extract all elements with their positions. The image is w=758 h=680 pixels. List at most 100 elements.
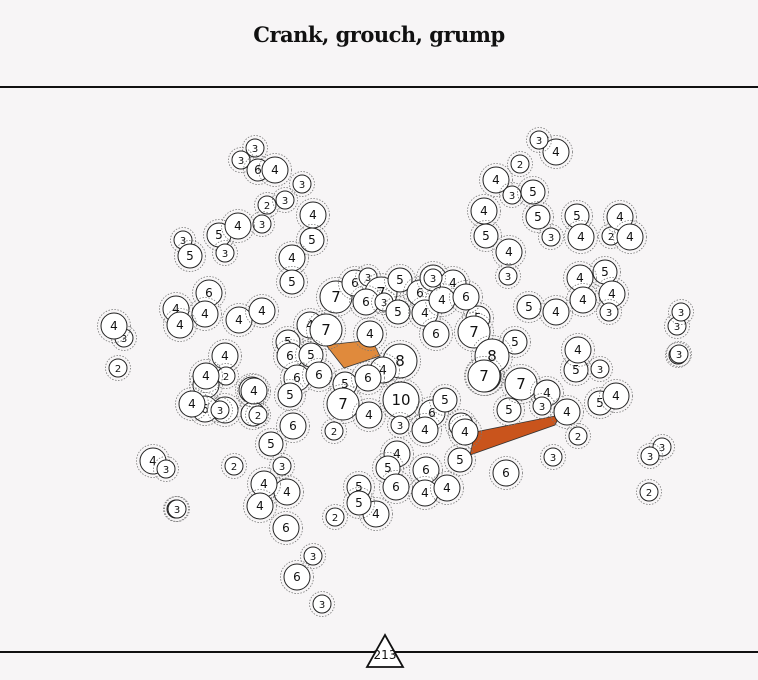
bubble-label: 3	[279, 462, 285, 473]
bubble-label: 6	[462, 290, 470, 304]
bubble-circle	[299, 227, 325, 253]
bubble-halo	[153, 456, 179, 482]
bubble-node: 6	[280, 560, 314, 594]
bubble-label: 4	[576, 271, 584, 285]
bubble-label: 5	[284, 335, 292, 349]
bubble-halo	[666, 341, 692, 367]
bubble-halo	[384, 264, 416, 296]
bubble-halo	[566, 283, 600, 317]
bubble-label: 6	[293, 570, 301, 584]
bubble-label: 3	[238, 156, 244, 167]
bubble-halo	[637, 443, 663, 469]
bubble-node: 3	[289, 171, 315, 197]
bubble-label: 3	[505, 272, 511, 283]
bubble-label: 5	[525, 300, 533, 314]
bubble-node: 5	[522, 201, 554, 233]
bubble-halo	[603, 200, 637, 234]
bubble-node: 4	[189, 359, 223, 393]
bubble-circle	[569, 286, 597, 314]
bubble-label: 3	[174, 505, 180, 516]
bubble-label: 5	[186, 249, 194, 263]
bubble-node: 7	[501, 364, 541, 404]
bubble-circle	[312, 594, 332, 614]
bubble-halo	[539, 295, 573, 329]
bubble-label: 4	[461, 425, 469, 439]
bubble-halo	[221, 209, 255, 243]
bubble-halo	[668, 299, 694, 325]
bubble-label: 4	[577, 230, 585, 244]
bubble-halo	[470, 220, 502, 252]
bubble-node: 4	[561, 333, 595, 367]
bubble-label: 6	[286, 349, 294, 363]
bubble-node: 5	[517, 176, 549, 208]
bubble-circle	[422, 320, 450, 348]
bubble-circle	[156, 459, 176, 479]
bubble-circle	[326, 387, 360, 421]
bubble-halo	[507, 151, 533, 177]
bubble-node: 10	[379, 378, 423, 422]
bubble-halo	[245, 402, 271, 428]
bubble-node: 3	[587, 356, 613, 382]
bubble-label: 4	[188, 397, 196, 411]
bubble-label: 4	[309, 208, 317, 222]
bubble-circle	[192, 362, 220, 390]
bubble-halo	[454, 312, 494, 352]
bubble-label: 5	[267, 437, 275, 451]
bubble-halo	[351, 361, 385, 395]
bubble-label: 4	[234, 219, 242, 233]
bubble-circle	[279, 412, 307, 440]
bubble-halo	[564, 220, 598, 254]
bubble-node: 7	[306, 310, 346, 350]
bubble-node: 3	[666, 341, 692, 367]
bubble-node: 6	[489, 456, 523, 490]
bubble-halo	[296, 224, 328, 256]
bubble-halo	[309, 591, 335, 617]
bubble-label: 4	[260, 477, 268, 491]
bubble-node: 3	[540, 444, 566, 470]
bubble-node: 6	[269, 511, 303, 545]
bubble-halo	[467, 194, 501, 228]
bubble-circle	[177, 243, 203, 269]
bubble-label: 4	[612, 389, 620, 403]
bubble-circle	[671, 302, 691, 322]
bubble-label: 5	[441, 393, 449, 407]
bubble-node: 5	[513, 291, 545, 323]
bubble-halo	[613, 220, 647, 254]
bubble-node: 5	[382, 296, 414, 328]
bubble-label: 2	[264, 201, 270, 212]
bubble-circle	[553, 398, 581, 426]
bubble-label: 6	[432, 327, 440, 341]
bubble-circle	[495, 238, 523, 266]
bubble-node: 3	[495, 263, 521, 289]
bubble-circle	[100, 312, 128, 340]
bubble-node: 2	[105, 355, 131, 381]
bubble-label: 7	[516, 375, 526, 393]
bubble-halo	[258, 153, 292, 187]
bubble-node: 4	[492, 235, 526, 269]
bubble-label: 5	[529, 185, 537, 199]
bubble-halo	[269, 511, 303, 545]
bubble-label: 4	[250, 384, 258, 398]
bubble-node: 3	[529, 393, 555, 419]
bubble-label: 6	[428, 406, 436, 420]
bubble-node: 4	[243, 489, 277, 523]
bubble-node: 6	[192, 276, 226, 310]
bubble-label: 4	[110, 319, 118, 333]
bubble-node: 5	[174, 240, 206, 272]
bubble-halo	[449, 280, 483, 314]
bubble-label: 4	[421, 486, 429, 500]
bubble-label: 3	[217, 406, 223, 417]
bubble-halo	[235, 373, 269, 407]
bubble-halo	[636, 479, 662, 505]
bubble-circle	[543, 447, 563, 467]
bubble-node: 4	[245, 294, 279, 328]
bubble-node: 3	[164, 496, 190, 522]
bubble-label: 7	[331, 288, 341, 306]
bubble-circle	[433, 474, 461, 502]
bubble-label: 4	[579, 293, 587, 307]
bubble-label: 2	[608, 232, 614, 243]
bubble-label: 4	[271, 163, 279, 177]
bubble-label: 6	[364, 371, 372, 385]
bubble-circle	[210, 400, 230, 420]
bubble-label: 6	[362, 295, 370, 309]
